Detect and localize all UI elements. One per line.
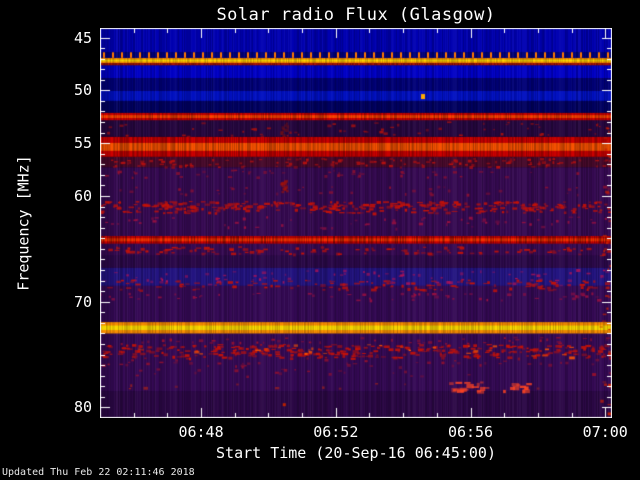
x-tick-label: 06:56 — [447, 423, 494, 441]
x-tick-label: 06:52 — [313, 423, 359, 441]
y-tick-label: 50 — [73, 81, 92, 100]
y-tick-label: 70 — [73, 292, 92, 311]
spectrogram-canvas — [100, 28, 612, 418]
updated-timestamp: Updated Thu Feb 22 02:11:46 2018 — [2, 467, 195, 478]
plot-area — [100, 28, 612, 418]
x-axis-label: Start Time (20-Sep-16 06:45:00) — [216, 444, 496, 462]
y-axis-label: Frequency [MHz] — [15, 155, 33, 291]
x-tick-label: 07:00 — [582, 423, 628, 441]
chart-title: Solar radio Flux (Glasgow) — [216, 5, 496, 25]
x-tick-label: 06:48 — [178, 423, 224, 441]
y-tick-label: 80 — [73, 398, 92, 417]
y-tick-label: 45 — [73, 28, 92, 47]
y-tick-label: 60 — [73, 187, 92, 206]
y-tick-label: 55 — [73, 134, 92, 153]
